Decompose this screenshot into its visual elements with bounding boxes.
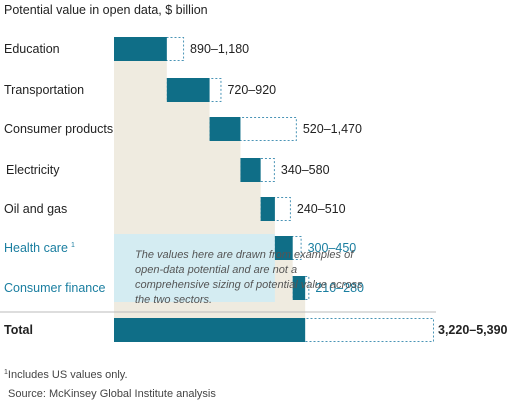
bar — [114, 37, 167, 61]
category-label: Electricity — [6, 163, 60, 177]
category-label: Education — [4, 42, 60, 56]
footnote-text: 1Includes US values only. — [4, 369, 128, 381]
background-layer — [0, 61, 436, 318]
value-label: 300–450 — [308, 241, 357, 255]
total-bar — [114, 318, 306, 342]
footer-layer: 1Includes US values only. Source: McKinse… — [4, 369, 216, 400]
category-label: Consumer finance — [4, 281, 105, 295]
value-label: 720–920 — [227, 83, 276, 97]
value-label: 210–280 — [315, 281, 364, 295]
bar — [240, 158, 261, 182]
bar — [274, 236, 293, 260]
source-text: Source: McKinsey Global Institute analys… — [8, 388, 216, 400]
labels-layer: Education 890–1,180 Transportation 720–920 C… — [4, 42, 508, 337]
value-label: 890–1,180 — [190, 42, 249, 56]
bar — [292, 276, 306, 300]
note-layer: The values here are drawn from examples … — [135, 249, 363, 306]
category-label: Consumer products — [4, 122, 113, 136]
value-label: 340–580 — [281, 163, 330, 177]
bar — [209, 117, 241, 141]
highlight-band — [114, 234, 275, 302]
category-label: Oil and gas — [4, 202, 67, 216]
footnote-marker: 1 — [71, 242, 75, 249]
category-label: Health care 1 — [4, 241, 75, 255]
bar — [260, 197, 275, 221]
total-label: Total — [4, 323, 33, 337]
note-text: The values here are drawn from examples … — [135, 249, 363, 306]
value-label: 240–510 — [297, 202, 346, 216]
value-label: 520–1,470 — [303, 122, 362, 136]
total-value-label: 3,220–5,390 — [438, 323, 508, 337]
bars-layer — [114, 37, 434, 342]
category-label: Transportation — [4, 83, 84, 97]
bar — [166, 78, 210, 102]
chart-subtitle: Potential value in open data, $ billion — [4, 3, 208, 17]
